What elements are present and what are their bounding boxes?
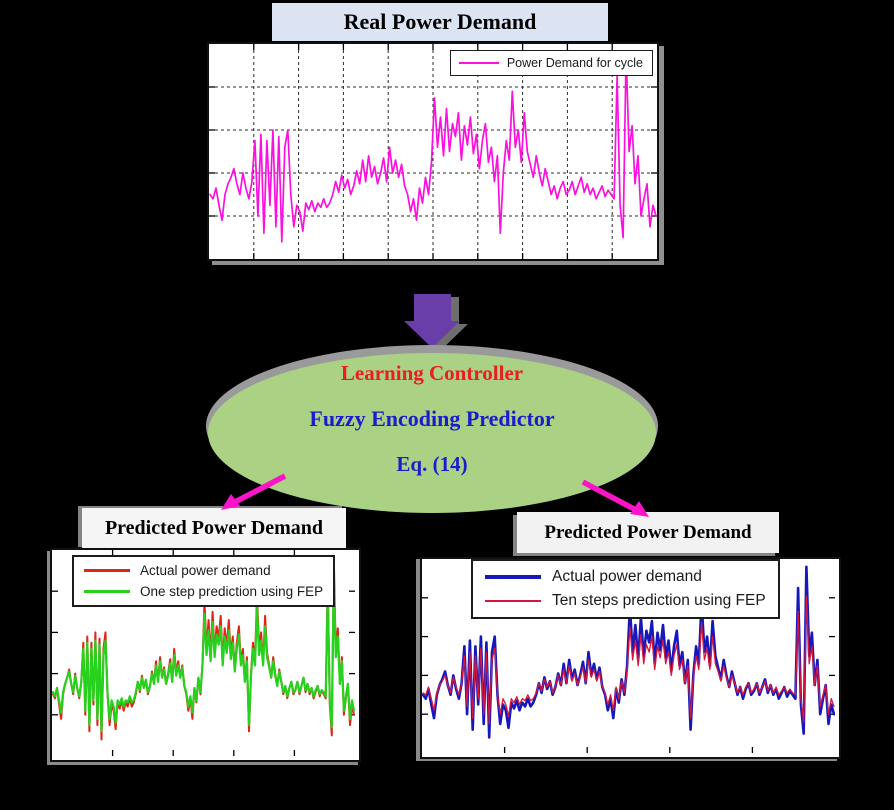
green-line-sample (84, 590, 130, 593)
legend-entry: Actual power demand (485, 565, 766, 589)
legend-label: Ten steps prediction using FEP (552, 592, 766, 609)
branch-arrow-right-icon (581, 479, 638, 513)
legend-entry: Ten steps prediction using FEP (485, 589, 766, 613)
learning-controller-ellipse (208, 353, 656, 513)
real-power-demand-title-text: Real Power Demand (343, 9, 537, 34)
legend-label: Power Demand for cycle (506, 56, 643, 70)
legend-entry: One step prediction using FEP (84, 581, 323, 602)
controller-equation: Eq. (14) (396, 452, 468, 476)
legend-entry: Actual power demand (84, 560, 323, 581)
branch-arrow-left-head (221, 494, 240, 510)
legend: Actual power demand One step prediction … (72, 555, 336, 607)
branch-arrow-left-container (221, 473, 287, 510)
legend-label: One step prediction using FEP (140, 584, 324, 599)
real-power-demand-title: Real Power Demand (272, 3, 608, 41)
branch-arrow-right-head (630, 501, 649, 517)
down-arrow-icon-container (404, 294, 468, 351)
controller-title: Learning Controller (340, 361, 524, 385)
one-step-prediction-title-text: Predicted Power Demand (104, 517, 324, 539)
legend: Power Demand for cycle (449, 50, 653, 76)
branch-arrow-right-container (581, 479, 649, 517)
legend-entry: Power Demand for cycle (458, 56, 643, 70)
one-step-prediction-title: Predicted Power Demand (82, 508, 346, 549)
legend: Actual power demand Ten steps prediction… (471, 559, 780, 619)
down-arrow-icon (404, 294, 460, 348)
branch-arrow-left-icon (231, 473, 287, 506)
ten-steps-prediction-title: Predicted Power Demand (517, 512, 779, 553)
blue-line-sample (485, 575, 541, 579)
ten-steps-prediction-chart: Actual power demand Ten steps prediction… (420, 557, 841, 759)
one-step-prediction-chart: Actual power demand One step prediction … (50, 548, 361, 762)
one-step-prediction-plot (52, 550, 355, 756)
magenta-line-sample (458, 62, 499, 64)
red-line-sample (84, 569, 130, 572)
real-power-demand-plot (209, 44, 657, 259)
controller-ellipse-container (206, 345, 658, 513)
ten-steps-prediction-title-text: Predicted Power Demand (544, 521, 752, 543)
legend-label: Actual power demand (552, 568, 702, 585)
thin-red-line-sample (485, 600, 541, 602)
controller-method: Fuzzy Encoding Predictor (309, 406, 555, 431)
real-power-demand-chart: Power Demand for cycle (207, 42, 659, 261)
legend-label: Actual power demand (140, 563, 271, 578)
